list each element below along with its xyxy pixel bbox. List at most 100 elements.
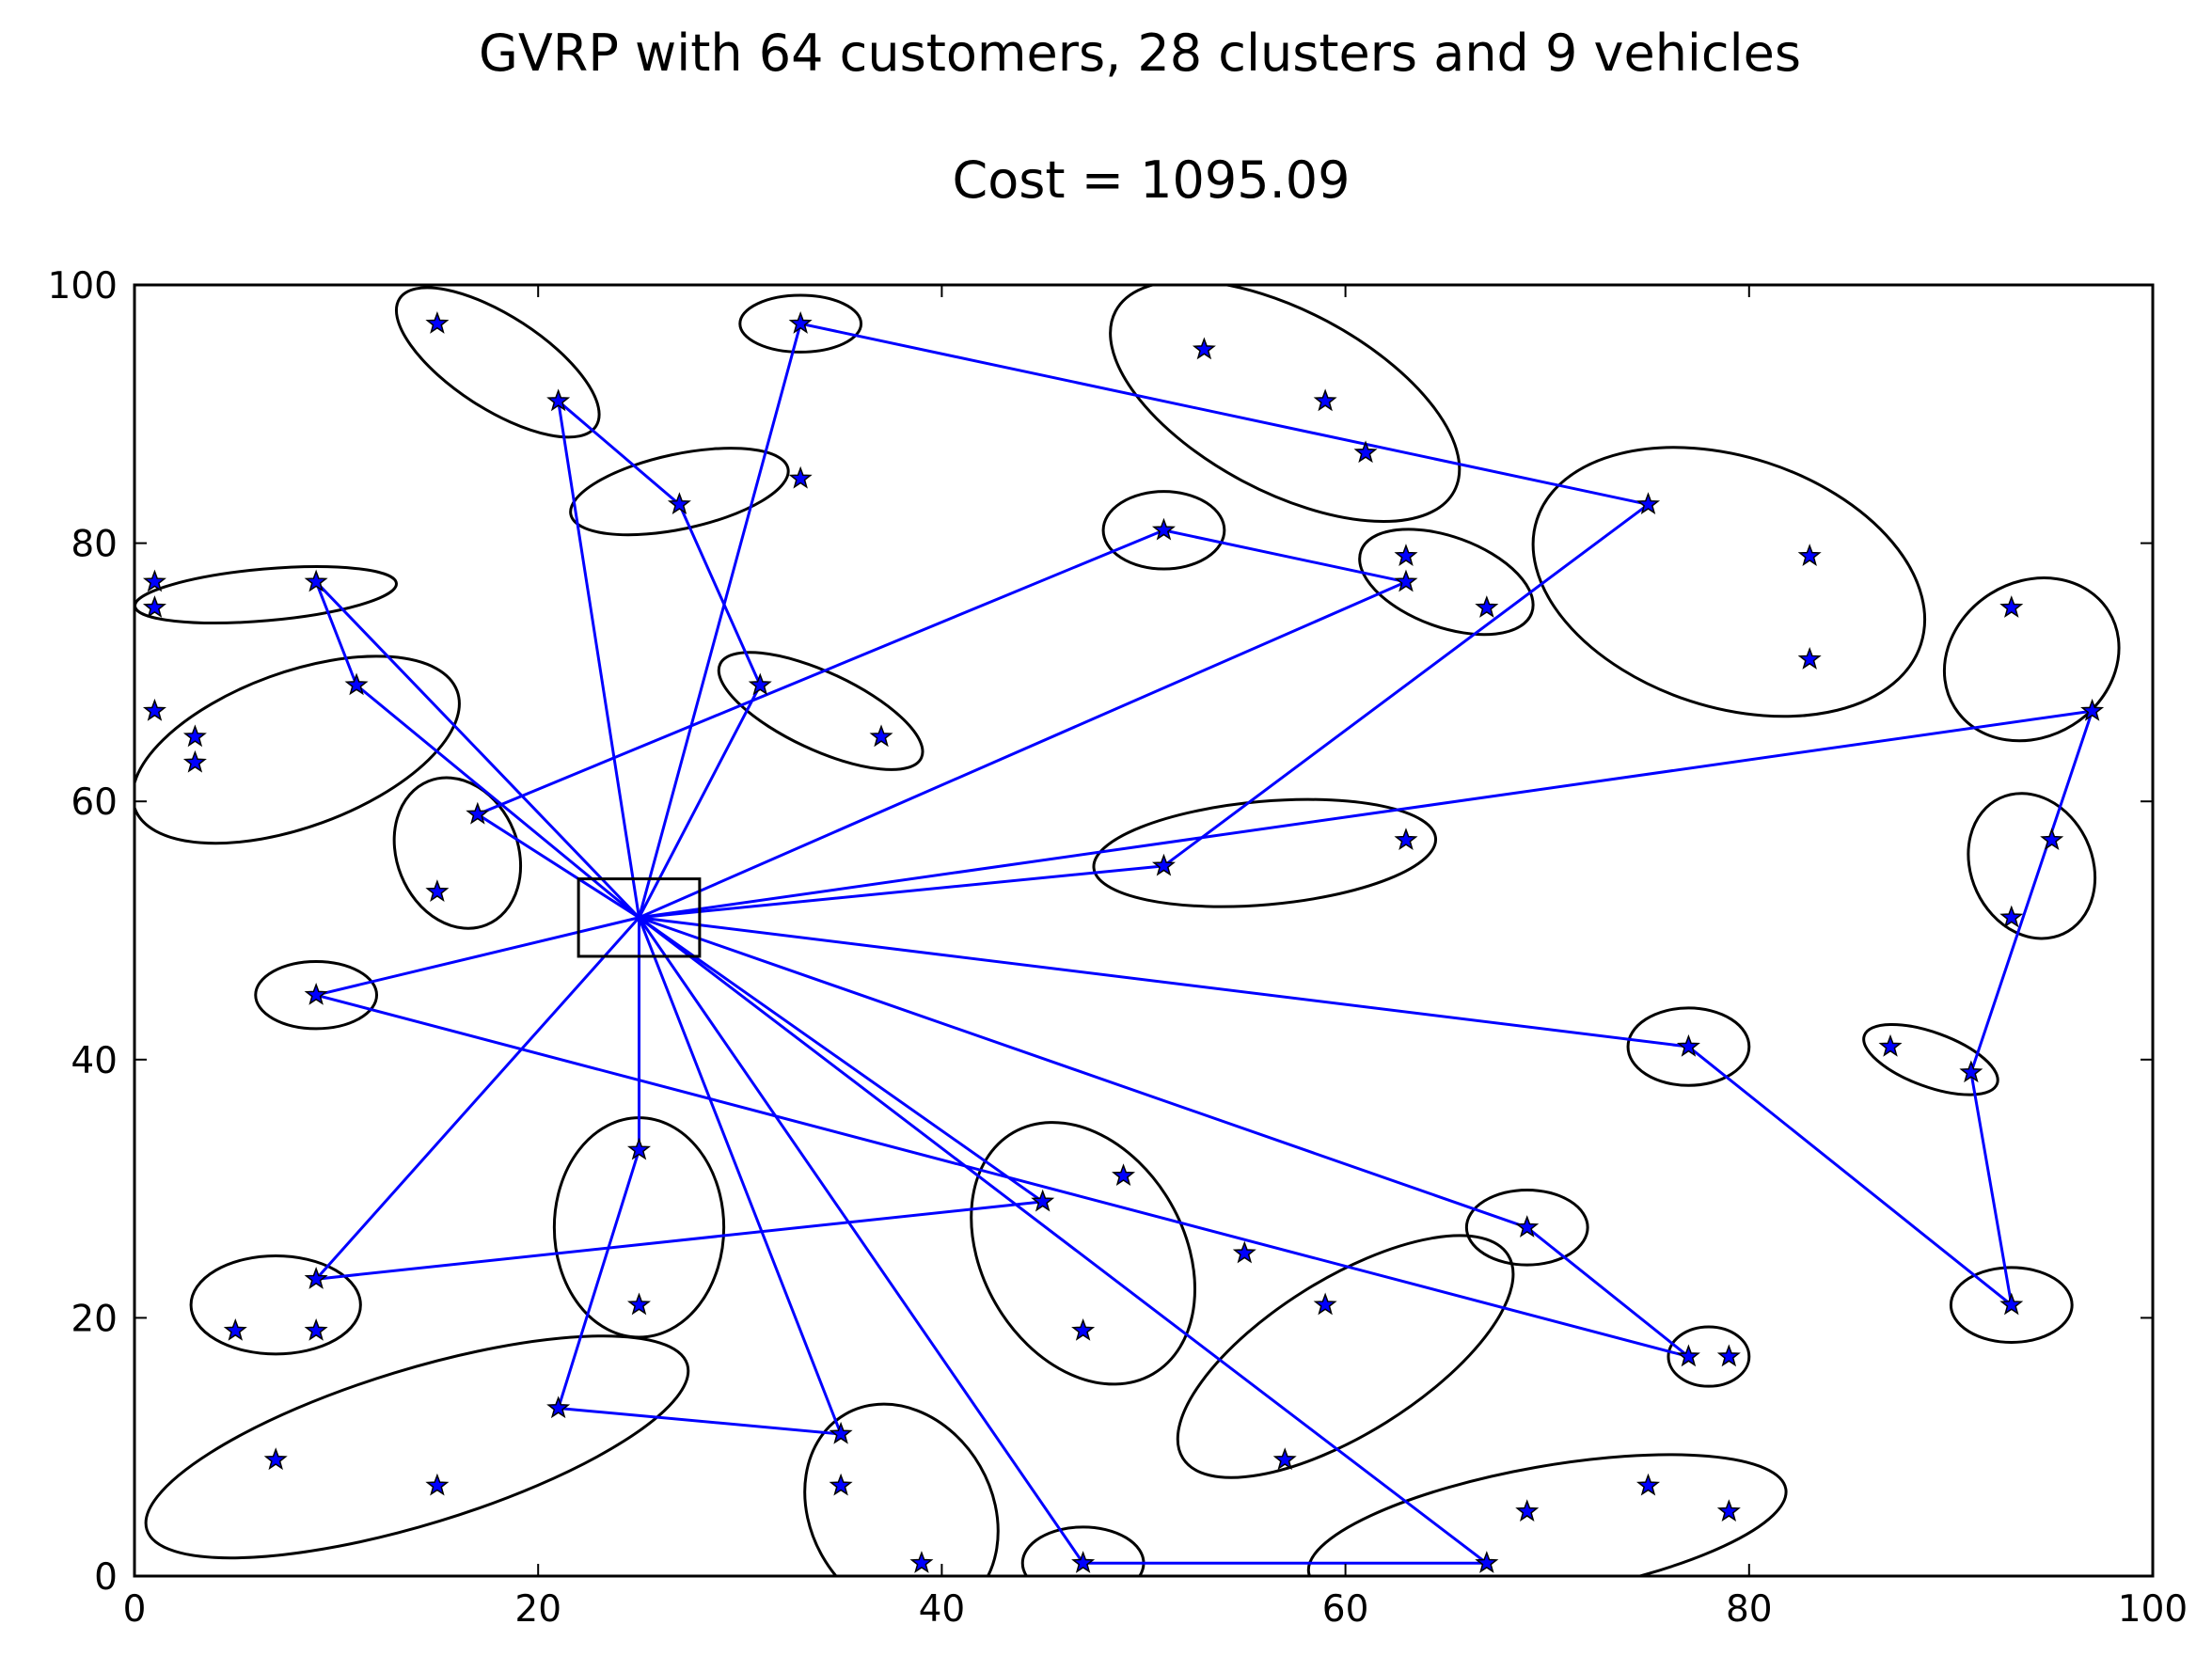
ticks-layer: 0 20 40 60 80 100 0 20 40 60 80 100 [48,265,2188,1631]
depot-layer [577,877,702,958]
customer-star [1071,1551,1096,1573]
vehicle-route [314,916,1045,1281]
customer-star [1394,569,1418,592]
y-tick-label: 100 [48,265,118,308]
y-tick-label: 0 [94,1556,118,1599]
plot-frame [133,283,2155,1578]
vehicle-route [314,580,640,919]
customer-star [788,311,813,334]
customer-star [626,1137,652,1160]
y-tick-label: 20 [71,1298,118,1340]
customer-star [1353,440,1378,464]
y-tick-label: 60 [71,781,118,824]
customer-star [909,1551,934,1573]
customer-star [1515,1215,1540,1238]
customer-star [1635,1473,1661,1496]
customer-star [1676,1033,1700,1057]
customer-star [1999,905,2024,928]
cluster-ellipse [134,655,461,845]
customer-star [1878,1033,1903,1057]
customer-star [1192,337,1216,360]
cluster-ellipse [569,447,790,537]
customer-star [1071,1317,1096,1341]
customer-star [182,749,207,773]
customer-star [748,672,772,696]
customer-star [1797,544,1822,566]
customer-star [1272,1447,1297,1471]
customer-star [304,569,328,592]
customer-star [304,982,328,1005]
cluster-ellipse [1358,528,1535,637]
depot-box [577,877,702,958]
customer-star [1394,828,1418,851]
customer-star [1999,1292,2024,1316]
cluster-ellipse [1967,792,2097,940]
customer-star [667,492,691,515]
cluster-ellipse [134,565,398,624]
y-tick-label: 40 [71,1040,118,1082]
customer-star [425,311,450,334]
cluster-ellipse [189,1254,362,1356]
customer-star [546,388,571,412]
cluster-ellipse [1176,1234,1515,1479]
customer-star [1515,1499,1540,1522]
customer-star [869,724,893,748]
customer-star [304,1267,328,1289]
customer-star [142,595,166,618]
customer-star [425,879,450,902]
chart-title: GVRP with 64 customers, 28 clusters and … [479,24,1801,83]
cluster-ellipse [1942,576,2121,743]
customer-star [626,1292,652,1316]
customer-star [142,569,166,592]
customer-star [1112,1163,1136,1187]
x-tick-label: 100 [2118,1588,2188,1631]
customer-star [1313,1292,1337,1316]
customer-star [263,1447,288,1471]
cluster-ellipse [1862,1022,1999,1096]
cluster-ellipse [1531,446,1927,718]
x-tick-label: 0 [123,1588,147,1631]
customer-star [1999,595,2024,618]
customer-star [1797,647,1822,670]
cluster-ellipse [1306,1453,1788,1576]
customer-star [1716,1344,1741,1367]
customer-star [466,801,490,825]
customer-star [1151,517,1176,541]
customer-star [1232,1240,1256,1264]
customer-star [2080,698,2105,721]
cluster-ellipse [144,1334,690,1560]
vehicle-route [557,917,843,1436]
customer-star [1031,1189,1055,1212]
cluster-ellipse [970,1121,1196,1386]
cluster-ellipse [1464,1188,1589,1267]
vehicle-route [476,528,1408,920]
customer-star [223,1317,247,1341]
cluster-ellipse [1667,1325,1751,1388]
chart-subtitle: Cost = 1095.09 [953,150,1351,210]
cluster-ellipse [738,293,863,354]
customer-star [304,1317,328,1341]
cluster-ellipse [1109,285,1462,523]
x-tick-label: 80 [1726,1588,1773,1631]
vehicle-route [638,916,1489,1565]
x-tick-label: 40 [919,1588,966,1631]
cluster-ellipse [1949,1266,2074,1344]
markers-layer [142,311,2105,1573]
y-tick-label: 80 [71,524,118,566]
vehicle-route [638,322,1650,920]
customer-star [1959,1060,1983,1083]
customer-star [1716,1499,1741,1522]
cluster-ellipse [392,776,523,930]
customer-star [142,698,166,721]
customer-star [1313,388,1337,412]
cluster-ellipse [394,286,601,439]
cluster-ellipse [254,959,379,1031]
customer-star [788,465,813,489]
customer-star [1394,544,1418,566]
cluster-ellipse [1626,1006,1751,1087]
customer-star [1475,1551,1499,1573]
x-tick-label: 60 [1322,1588,1369,1631]
customer-star [1676,1344,1700,1367]
customer-star [1475,595,1499,618]
cluster-ellipse [1092,797,1438,908]
